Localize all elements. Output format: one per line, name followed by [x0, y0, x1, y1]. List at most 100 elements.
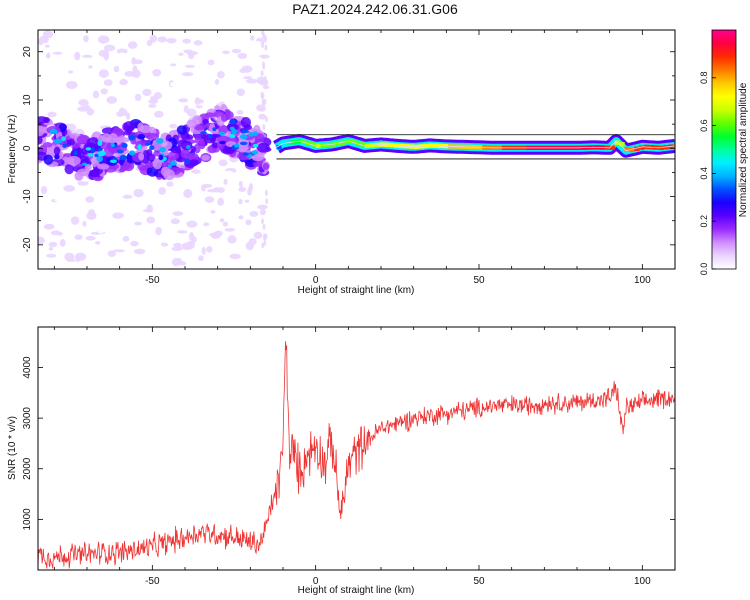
- noise-blob: [210, 210, 216, 214]
- noise-blob: [123, 121, 136, 132]
- x-tick-label: -50: [145, 275, 160, 286]
- noise-blob: [204, 112, 215, 118]
- noise-blob: [141, 213, 151, 217]
- noise-blob: [181, 242, 193, 251]
- noise-blob: [130, 240, 139, 247]
- noise-blob: [256, 142, 270, 153]
- noise-blob: [193, 123, 206, 131]
- colorbar-tick-label: 0.4: [699, 167, 709, 180]
- ridge-cell: [354, 140, 361, 146]
- noise-blob: [261, 242, 265, 249]
- noise-blob: [222, 50, 230, 55]
- noise-blob: [228, 134, 236, 139]
- noise-blob: [53, 146, 61, 156]
- noise-blob: [70, 216, 80, 225]
- noise-blob: [122, 194, 133, 199]
- noise-blob: [230, 119, 236, 125]
- noise-blob: [198, 255, 204, 262]
- ridge-cell: [286, 140, 292, 146]
- noise-blob: [222, 221, 229, 227]
- noise-blob: [263, 85, 270, 90]
- x-tick-label: 50: [473, 275, 485, 286]
- noise-blob: [137, 133, 146, 140]
- noise-blob: [261, 218, 265, 225]
- noise-blob: [133, 188, 144, 198]
- noise-blob: [178, 98, 189, 103]
- noise-blob: [87, 153, 94, 157]
- noise-blob: [154, 110, 164, 118]
- noise-blob: [207, 133, 213, 139]
- noise-blob: [132, 65, 138, 74]
- noise-blob: [77, 180, 89, 186]
- noise-blob: [243, 76, 253, 80]
- y-tick-label: 20: [22, 46, 33, 58]
- noise-blob: [110, 142, 115, 148]
- x-tick-label: 100: [634, 275, 651, 286]
- noise-blob: [43, 49, 49, 55]
- snr-series-layer: [38, 341, 675, 569]
- noise-blob: [43, 142, 53, 148]
- noise-blob: [62, 143, 67, 149]
- spectrogram-panel: -50 0 50 100 -20 -10 0 10 20 Height of straight …: [7, 29, 676, 296]
- ridge-cell: [281, 142, 287, 147]
- noise-blob: [224, 147, 235, 155]
- noise-blob: [206, 246, 213, 253]
- noise-blob: [223, 170, 234, 175]
- colorbar: 0.0 0.2 0.4 0.6 0.8 Normalized spectral ampl…: [699, 29, 749, 275]
- noise-blob: [170, 147, 182, 154]
- ridge-cell: [310, 142, 316, 147]
- noise-blob: [200, 131, 207, 135]
- noise-blob: [191, 169, 201, 174]
- noise-blob: [182, 38, 191, 44]
- noise-blob: [248, 132, 254, 137]
- noise-blob: [241, 129, 250, 134]
- noise-blob: [103, 44, 116, 52]
- noise-blob: [262, 223, 266, 230]
- noise-blob: [88, 65, 93, 69]
- noise-blob: [48, 246, 54, 251]
- noise-blob: [248, 183, 254, 192]
- noise-blob: [170, 160, 177, 166]
- noise-blob: [98, 150, 106, 157]
- noise-blob: [38, 126, 45, 137]
- noise-blob: [178, 52, 184, 56]
- noise-blob: [88, 209, 96, 216]
- noise-blob: [204, 196, 215, 203]
- noise-blob: [184, 158, 190, 164]
- snr-axes: -50 0 50 100 1000 2000 3000 4000: [22, 327, 676, 587]
- noise-blob: [259, 54, 270, 59]
- noise-blob: [195, 105, 203, 109]
- noise-blob: [145, 149, 153, 157]
- noise-blob: [203, 134, 217, 144]
- ridge-cell: [614, 140, 620, 145]
- noise-blob: [219, 218, 225, 223]
- noise-blob: [201, 246, 206, 255]
- noise-blob: [77, 106, 89, 112]
- noise-blob: [231, 48, 242, 54]
- noise-blob: [246, 78, 258, 84]
- noise-blob: [67, 139, 75, 146]
- noise-blob: [183, 189, 193, 199]
- noise-blob: [109, 159, 117, 163]
- y-tick-label: 1000: [22, 508, 33, 531]
- noise-blob: [262, 63, 266, 70]
- noise-blob: [217, 71, 225, 79]
- noise-blob: [229, 253, 241, 260]
- noise-blob: [262, 105, 266, 112]
- noise-blob: [44, 44, 50, 48]
- snr-frame: [37, 326, 676, 571]
- noise-blob: [260, 70, 264, 77]
- noise-blob: [149, 34, 158, 43]
- colorbar-scale: [711, 29, 737, 270]
- figure-title: PAZ1.2024.242.06.31.G06: [292, 1, 458, 17]
- noise-blob: [255, 57, 263, 62]
- noise-blob: [74, 51, 81, 61]
- noise-blob: [45, 52, 51, 59]
- noise-blob: [83, 35, 89, 43]
- noise-blob: [38, 116, 49, 124]
- noise-blob: [43, 154, 54, 165]
- noise-blob: [236, 101, 247, 110]
- noise-blob: [128, 135, 136, 141]
- noise-blob: [169, 123, 178, 129]
- noise-blob: [145, 142, 150, 146]
